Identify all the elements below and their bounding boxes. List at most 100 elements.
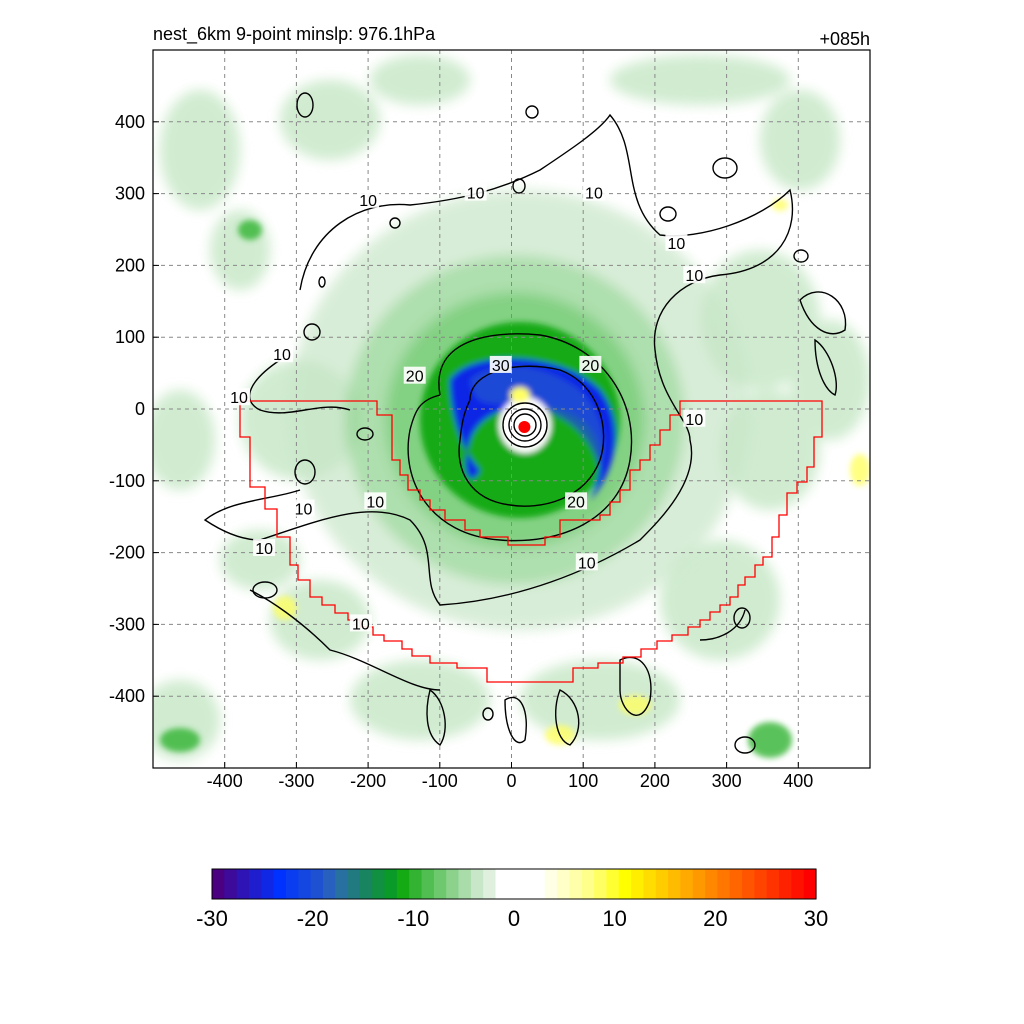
colorbar-swatch: [754, 869, 768, 899]
colorbar-swatch: [668, 869, 682, 899]
contour-label: 10: [578, 555, 596, 572]
colorbar-swatch: [803, 869, 817, 899]
contour-label-bg: [665, 233, 688, 251]
colorbar-swatch: [520, 869, 534, 899]
contour-labels: 10 10 10 10 10 10 10 10 10 10 10 10 10 20 20 20 30: [228, 183, 706, 633]
contour-label-bg: [582, 183, 605, 201]
contour-label: 10: [255, 541, 273, 558]
contour-label: 20: [406, 369, 424, 386]
colorbar-swatch: [224, 869, 238, 899]
contour-closed-6: [389, 217, 401, 229]
colorbar-swatch: [261, 869, 275, 899]
colorbar-swatch: [717, 869, 731, 899]
contour-closed-9: [294, 459, 316, 485]
colorbar-swatch: [372, 869, 386, 899]
x-tick-label: -300: [278, 771, 314, 791]
contour-label-bg: [228, 388, 251, 406]
chart-title: nest_6km 9-point minslp: 976.1hPa: [153, 24, 436, 45]
colorbar-swatch: [458, 869, 472, 899]
contour-label: 10: [295, 502, 313, 519]
contour-10-south-1: [619, 656, 652, 716]
contour-inner-2: [508, 408, 542, 442]
contour-closed-1: [296, 92, 314, 118]
colorbar-swatch: [655, 869, 669, 899]
contour-closed-7: [303, 323, 321, 341]
y-tick-label: 200: [115, 255, 145, 275]
y-axis: -400 -300 -200 -100 0 100 200 300 400: [109, 112, 159, 706]
contour-closed-15: [356, 427, 374, 441]
contour-label-bg: [683, 409, 706, 427]
x-tick-label: 0: [506, 771, 516, 791]
colorbar-swatch: [273, 869, 287, 899]
contour-10-east-2: [814, 338, 837, 396]
colorbar-tick-label: 0: [508, 906, 520, 931]
colorbar-swatch: [470, 869, 484, 899]
contour-closed-2: [525, 105, 539, 119]
colorbar-swatch: [618, 869, 632, 899]
colorbar-swatch: [643, 869, 657, 899]
colorbar-swatch: [285, 869, 299, 899]
colorbar-swatch: [606, 869, 620, 899]
contour-inner-1: [502, 402, 548, 448]
x-axis: -400 -300 -200 -100 0 100 200 300 400: [207, 762, 813, 791]
colorbar-swatch: [742, 869, 755, 899]
colorbar-tick-label: -30: [196, 906, 228, 931]
plot-area: 10 10 10 10 10 10 10 10 10 10 10 10 10 20 20 20 30: [153, 50, 870, 768]
colorbar-swatch: [409, 869, 423, 899]
contour-label: 10: [685, 412, 703, 429]
contour-10-outer: [203, 113, 794, 606]
contour-label: 10: [273, 347, 291, 364]
colorbar-swatch: [421, 869, 435, 899]
contour-closed-13: [793, 249, 809, 263]
colorbar-swatch: [791, 869, 805, 899]
colorbar-swatch: [692, 869, 706, 899]
x-tick-label: 200: [640, 771, 670, 791]
x-tick-label: -200: [350, 771, 386, 791]
colorbar-swatch: [557, 869, 571, 899]
x-tick-label: 300: [712, 771, 742, 791]
contour-closed-12: [734, 736, 756, 754]
colorbar-swatch: [495, 869, 509, 899]
contour-closed-4: [659, 206, 677, 222]
colorbar-tick-label: -20: [297, 906, 329, 931]
contour-10-south-2: [504, 696, 527, 744]
colorbar-tick-label: 30: [804, 906, 828, 931]
contour-label-bg: [271, 345, 294, 363]
contour-label: 20: [581, 358, 599, 375]
y-tick-label: -300: [109, 614, 145, 634]
contour-label-bg: [579, 355, 602, 373]
y-tick-label: 400: [115, 112, 145, 132]
storm-center-marker: [518, 420, 531, 433]
colorbar-swatch: [631, 869, 645, 899]
contour-label-bg: [575, 553, 598, 571]
colorbar-swatch: [779, 869, 792, 899]
colorbar-swatch: [766, 869, 780, 899]
colorbar-swatch: [433, 869, 447, 899]
y-tick-label: 0: [135, 399, 145, 419]
contour-label: 20: [567, 494, 585, 511]
y-tick-label: -400: [109, 686, 145, 706]
y-tick-label: -200: [109, 543, 145, 563]
contour-label-bg: [403, 366, 426, 384]
contour-10-east-1: [799, 291, 847, 335]
contour-label-bg: [292, 499, 315, 517]
colorbar: -30 -20 -10 0 10 20 30: [196, 868, 828, 931]
contour-lines: [203, 92, 847, 754]
colorbar-swatch: [507, 869, 521, 899]
contour-label-bg: [565, 492, 588, 510]
contour-10-south-4: [426, 688, 446, 746]
colorbar-swatch: [236, 869, 250, 899]
x-tick-label: 400: [783, 771, 813, 791]
colorbar-swatch: [396, 869, 410, 899]
colorbar-tick-label: 10: [602, 906, 626, 931]
contour-30: [458, 365, 605, 507]
chart-subtitle: +085h: [819, 29, 870, 49]
y-tick-label: -100: [109, 471, 145, 491]
x-tick-label: -400: [207, 771, 243, 791]
contour-label: 10: [685, 268, 703, 285]
contour-inner-3: [513, 413, 537, 437]
contour-closed-14: [482, 707, 494, 721]
contour-10-west: [248, 359, 351, 414]
contour-label-bg: [253, 539, 276, 557]
contour-label: 10: [467, 186, 485, 203]
